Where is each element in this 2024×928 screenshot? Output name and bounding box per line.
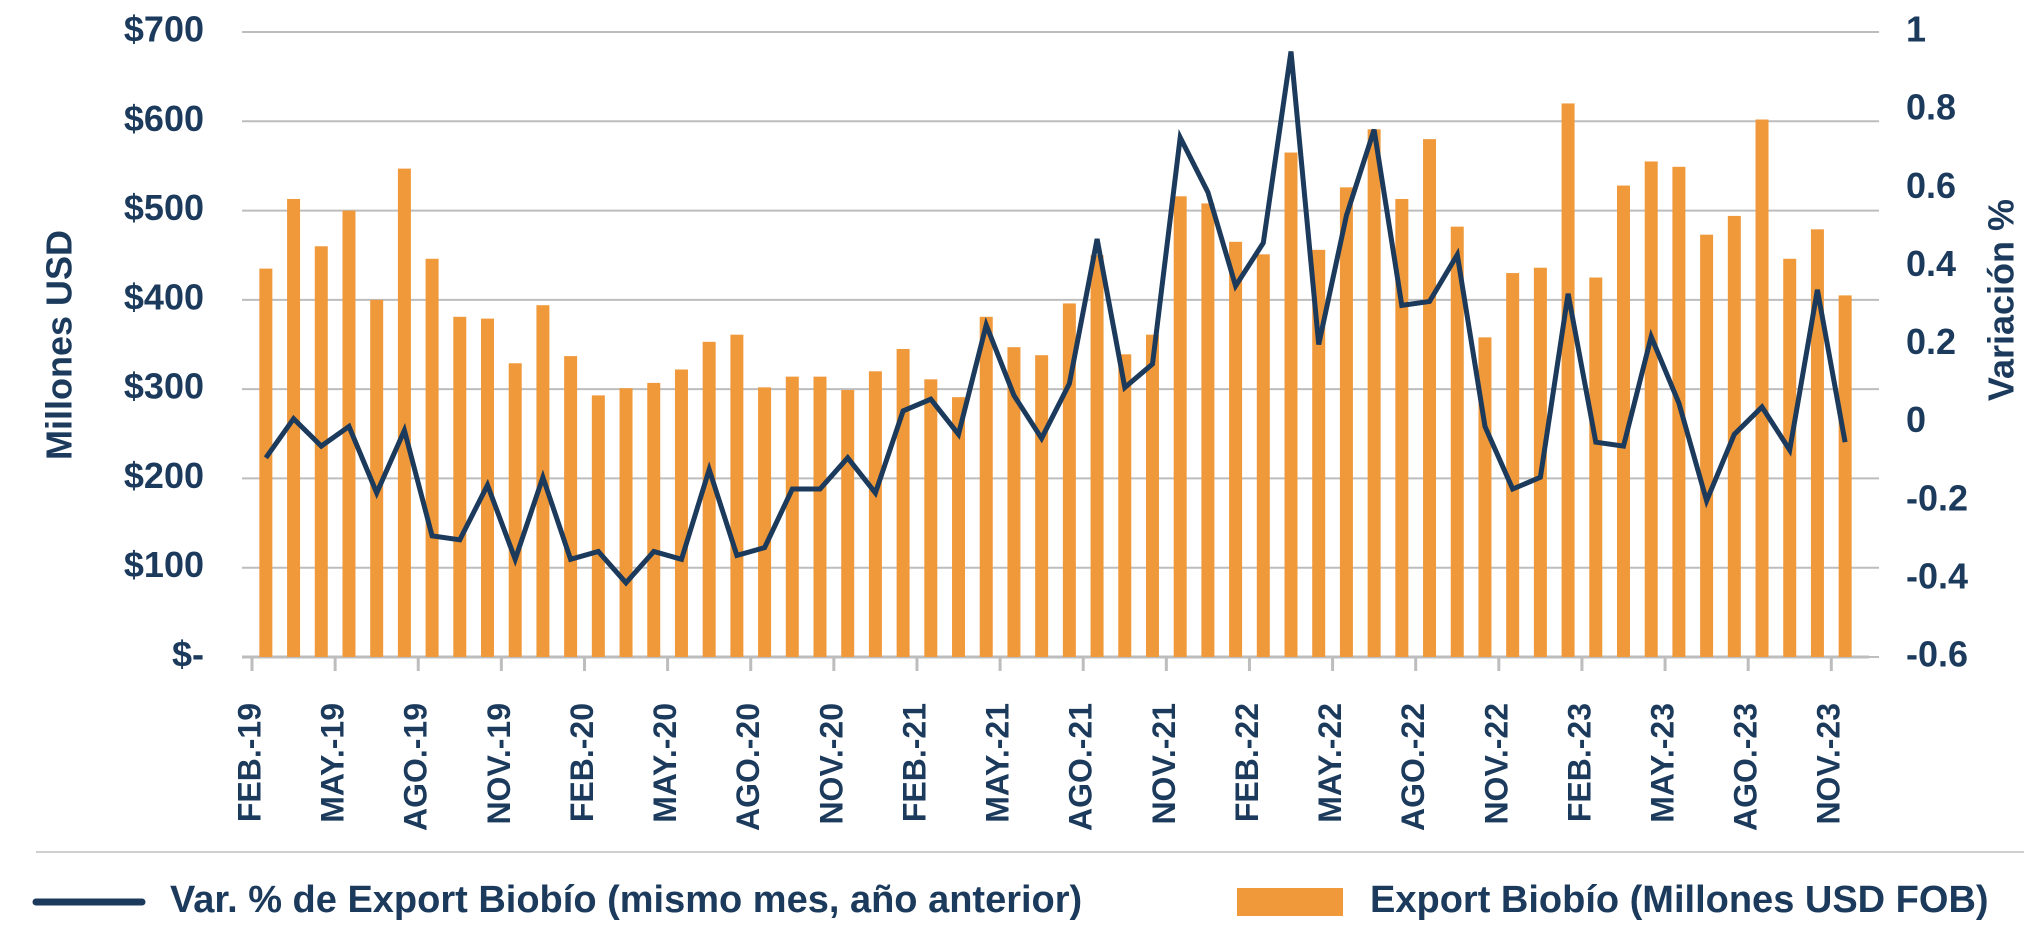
bar (674, 369, 688, 657)
bar (702, 341, 716, 657)
bar (1007, 347, 1021, 657)
bar (868, 371, 882, 657)
x-tick-label: NOV.-22 (1478, 703, 1514, 825)
x-tick-label: FEB.-21 (896, 703, 932, 822)
legend-swatch (1237, 888, 1343, 916)
bar (924, 379, 938, 657)
x-tick-label: FEB.-23 (1561, 703, 1597, 822)
bar (1367, 129, 1381, 658)
bar (342, 210, 356, 658)
x-tick-label: NOV.-20 (813, 703, 849, 825)
bar (259, 268, 273, 657)
bar (1423, 139, 1437, 658)
bar (896, 348, 910, 657)
bar (1173, 196, 1187, 658)
bar (1118, 354, 1132, 657)
y-tick-label: $300 (124, 366, 204, 407)
bar (730, 334, 744, 657)
x-tick-label: MAY.-23 (1645, 703, 1681, 823)
x-tick-label: AGO.-22 (1395, 703, 1431, 831)
bar (314, 246, 328, 658)
x-tick-label: AGO.-19 (398, 703, 434, 831)
bar (370, 299, 384, 657)
bar (397, 168, 411, 657)
y2-tick-label: 0.8 (1906, 87, 1956, 128)
y-axis-label: Millones USD (39, 230, 80, 460)
bar (1450, 226, 1464, 657)
bar (1755, 119, 1769, 657)
y-tick-label: $700 (124, 9, 204, 50)
x-tick-label: MAY.-19 (315, 703, 351, 823)
bar (1783, 258, 1797, 657)
x-tick-label: MAY.-20 (647, 703, 683, 823)
bar (619, 388, 633, 657)
bar (647, 382, 661, 657)
y-tick-label: $100 (124, 544, 204, 585)
x-tick-label: FEB.-19 (231, 703, 267, 822)
bar (1644, 161, 1658, 657)
bar (813, 376, 827, 657)
legend-label: Export Biobío (Millones USD FOB) (1370, 879, 1989, 921)
x-tick-label: NOV.-19 (481, 703, 517, 825)
y2-tick-label: 0.4 (1906, 243, 1956, 284)
bar (1284, 152, 1298, 658)
bar (841, 390, 855, 657)
y-tick-label: $600 (124, 98, 204, 139)
x-tick-label: MAY.-22 (1312, 703, 1348, 823)
bar (1395, 198, 1409, 657)
bar (1838, 295, 1852, 657)
bar (1035, 355, 1049, 657)
bar (1339, 187, 1353, 657)
y-tick-label: $- (172, 634, 204, 675)
bar (1229, 241, 1243, 658)
bar (1506, 273, 1520, 657)
y2-tick-label: 0.6 (1906, 165, 1956, 206)
x-tick-label: AGO.-20 (730, 703, 766, 831)
y-tick-label: $200 (124, 455, 204, 496)
y2-tick-label: 0.2 (1906, 321, 1956, 362)
y2-tick-label: 0 (1906, 399, 1926, 440)
y2-tick-label: -0.2 (1906, 477, 1968, 518)
bar (785, 376, 799, 657)
bar (758, 387, 772, 657)
y2-tick-label: -0.4 (1906, 555, 1968, 596)
bar (591, 395, 605, 657)
y2-axis-label: Variación % (1981, 199, 2022, 401)
bar (1700, 234, 1714, 657)
bar (425, 258, 439, 657)
bar (1312, 249, 1326, 657)
x-tick-label: NOV.-21 (1146, 703, 1182, 825)
line (263, 51, 1848, 587)
bar (1090, 255, 1104, 657)
y-tick-label: $500 (124, 187, 204, 228)
bar (1561, 103, 1575, 657)
x-tick-label: FEB.-22 (1229, 703, 1265, 822)
bar (979, 316, 993, 657)
x-tick-label: AGO.-23 (1728, 703, 1764, 831)
y2-tick-label: -0.6 (1906, 634, 1968, 675)
bar (453, 316, 467, 657)
bar (564, 356, 578, 657)
bar (508, 363, 522, 657)
x-tick-label: MAY.-21 (980, 703, 1016, 823)
legend-label: Var. % de Export Biobío (mismo mes, año … (170, 879, 1082, 921)
bar (287, 198, 301, 657)
y2-tick-label: 1 (1906, 9, 1926, 50)
y-tick-label: $400 (124, 276, 204, 317)
x-tick-label: NOV.-23 (1811, 703, 1847, 825)
bar (1810, 229, 1824, 658)
x-tick-label: AGO.-21 (1063, 703, 1099, 831)
bar (952, 397, 966, 657)
bar (1201, 203, 1215, 657)
x-tick-label: FEB.-20 (564, 703, 600, 822)
bar (1145, 334, 1159, 657)
bar (1589, 277, 1603, 657)
bar (1256, 254, 1270, 658)
bar (1616, 185, 1630, 658)
